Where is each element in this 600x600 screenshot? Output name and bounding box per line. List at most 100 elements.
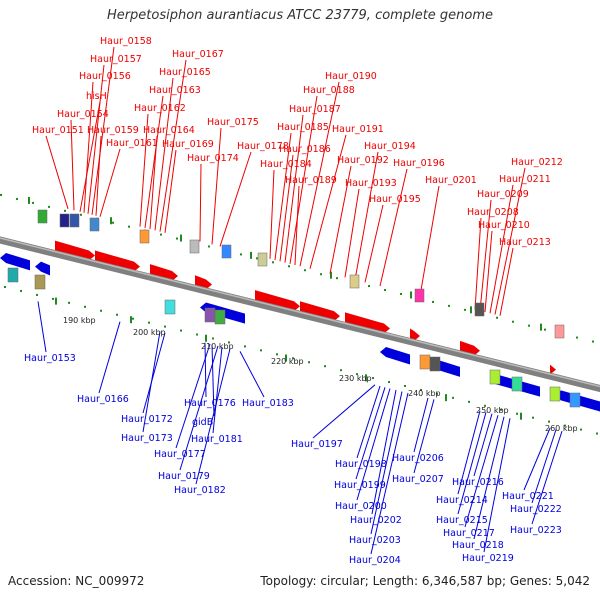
reverse-gene-label[interactable]: Haur_0182 xyxy=(174,485,226,496)
reverse-gene-label[interactable]: Haur_0172 xyxy=(121,414,173,425)
forward-gene-label[interactable]: Haur_0191 xyxy=(332,124,384,135)
tick-dot xyxy=(132,317,134,320)
forward-gene-label[interactable]: Haur_0187 xyxy=(289,104,341,115)
forward-gene-label[interactable]: Haur_0169 xyxy=(162,139,214,150)
forward-gene-label[interactable]: Haur_0210 xyxy=(478,220,530,231)
reverse-gene-label[interactable]: gidB xyxy=(192,417,213,428)
forward-gene-label[interactable]: Haur_0165 xyxy=(159,67,211,78)
forward-gene-label[interactable]: Haur_0213 xyxy=(499,237,551,248)
forward-gene-label[interactable]: Haur_0188 xyxy=(303,85,355,96)
reverse-gene-label[interactable]: Haur_0179 xyxy=(158,471,210,482)
forward-gene-label[interactable]: Haur_0158 xyxy=(100,36,152,47)
reverse-gene-label[interactable]: Haur_0223 xyxy=(510,525,562,536)
forward-gene-label[interactable]: Haur_0201 xyxy=(425,175,477,186)
forward-gene-label[interactable]: Haur_0154 xyxy=(57,109,109,120)
forward-gene-label[interactable]: hisH xyxy=(86,91,107,102)
forward-label-line xyxy=(489,184,514,314)
reverse-gene-label[interactable]: Haur_0222 xyxy=(510,504,562,515)
forward-gene-label[interactable]: Haur_0151 xyxy=(32,125,84,136)
tick-dot xyxy=(400,293,402,295)
reverse-gene-label[interactable]: Haur_0202 xyxy=(350,515,402,526)
reverse-gene-label[interactable]: Haur_0218 xyxy=(452,540,504,551)
forward-gene-label[interactable]: Haur_0189 xyxy=(285,175,337,186)
reverse-gene-label[interactable]: Haur_0173 xyxy=(121,433,173,444)
reverse-label-line xyxy=(464,415,499,528)
tick-dot xyxy=(196,333,198,336)
reverse-gene-label[interactable]: Haur_0176 xyxy=(184,398,236,409)
label-connectors xyxy=(37,46,563,555)
forward-gene-label[interactable]: Haur_0195 xyxy=(369,194,421,205)
reverse-gene-label[interactable]: Haur_0166 xyxy=(77,394,129,405)
forward-gene-label[interactable]: Haur_0174 xyxy=(187,153,239,164)
reverse-gene-label[interactable]: Haur_0199 xyxy=(334,480,386,491)
reverse-gene-label[interactable]: Haur_0198 xyxy=(335,459,387,470)
forward-gene-label[interactable]: Haur_0163 xyxy=(149,85,201,96)
forward-gene-label[interactable]: Haur_0211 xyxy=(499,174,551,185)
reverse-gene-label[interactable]: Haur_0221 xyxy=(502,491,554,502)
forward-gene-label[interactable]: Haur_0159 xyxy=(87,125,139,136)
reverse-gene-label[interactable]: Haur_0206 xyxy=(392,453,444,464)
tick-dot xyxy=(304,269,306,272)
reverse-gene-label[interactable]: Haur_0197 xyxy=(291,439,343,450)
forward-gene-label[interactable]: Haur_0193 xyxy=(345,178,397,189)
forward-label-line xyxy=(364,204,384,283)
reverse-gene-label[interactable]: Haur_0219 xyxy=(462,553,514,564)
forward-gene-label[interactable]: Haur_0178 xyxy=(237,141,289,152)
forward-gene-label[interactable]: Haur_0184 xyxy=(260,159,312,170)
forward-gene-label[interactable]: Haur_0208 xyxy=(467,207,519,218)
forward-gene-label[interactable]: Haur_0196 xyxy=(393,158,445,169)
tick-dot xyxy=(548,420,550,423)
forward-label-line xyxy=(164,149,177,233)
forward-gene-label[interactable]: Haur_0162 xyxy=(134,103,186,114)
reverse-gene-label[interactable]: Haur_0200 xyxy=(335,501,387,512)
forward-gene-label[interactable]: Haur_0156 xyxy=(79,71,131,82)
reverse-gene-label[interactable]: Haur_0216 xyxy=(452,477,504,488)
reverse-gene-label[interactable]: Haur_0177 xyxy=(154,449,206,460)
reverse-label-line xyxy=(457,412,487,515)
forward-gene-label[interactable]: Haur_0212 xyxy=(511,157,563,168)
reverse-gene-label[interactable]: Haur_0217 xyxy=(443,528,495,539)
reverse-gene-label[interactable]: Haur_0215 xyxy=(436,515,488,526)
tick-dot xyxy=(340,369,342,372)
tick-major xyxy=(445,394,447,402)
tick-major xyxy=(410,291,412,299)
reverse-gene-arrow xyxy=(0,253,30,271)
reverse-gene-label[interactable]: Haur_0207 xyxy=(392,474,444,485)
tick-dot xyxy=(36,293,38,296)
forward-gene-label[interactable]: Haur_0185 xyxy=(277,122,329,133)
forward-gene-label[interactable]: Haur_0186 xyxy=(279,144,331,155)
feature-box xyxy=(349,274,360,289)
forward-gene-arrow xyxy=(345,312,390,334)
reverse-gene-label[interactable]: Haur_0204 xyxy=(349,555,401,566)
forward-gene-label[interactable]: Haur_0164 xyxy=(143,125,195,136)
forward-gene-label[interactable]: Haur_0175 xyxy=(207,117,259,128)
kbp-label: 190 kbp xyxy=(63,316,96,325)
forward-label-line xyxy=(159,59,187,232)
tick-dot xyxy=(436,392,438,395)
reverse-gene-label[interactable]: Haur_0181 xyxy=(191,434,243,445)
kbp-label: 240 kbp xyxy=(408,389,441,398)
forward-gene-label[interactable]: Haur_0167 xyxy=(172,49,224,60)
forward-gene-label[interactable]: Haur_0194 xyxy=(364,141,416,152)
forward-gene-label[interactable]: Haur_0157 xyxy=(90,54,142,65)
tick-dot xyxy=(544,328,546,331)
forward-label-line xyxy=(274,132,292,261)
reverse-gene-label[interactable]: Haur_0183 xyxy=(242,398,294,409)
kbp-label: 210 kbp xyxy=(201,342,234,351)
forward-gene-label[interactable]: Haur_0161 xyxy=(106,138,158,149)
reverse-gene-label[interactable]: Haur_0203 xyxy=(349,535,401,546)
forward-gene-label[interactable]: Haur_0190 xyxy=(325,71,377,82)
forward-strand-features xyxy=(37,209,565,375)
reverse-label-line xyxy=(312,384,376,439)
forward-gene-label[interactable]: Haur_0192 xyxy=(337,155,389,166)
tick-dot xyxy=(228,341,230,344)
forward-gene-label[interactable]: Haur_0209 xyxy=(477,189,529,200)
feature-box xyxy=(569,392,581,408)
tick-dot xyxy=(128,225,130,228)
tick-major xyxy=(110,217,112,225)
reverse-gene-label[interactable]: Haur_0214 xyxy=(436,495,488,506)
tick-dot xyxy=(212,337,214,340)
forward-label-line xyxy=(499,247,514,316)
reverse-gene-label[interactable]: Haur_0153 xyxy=(24,353,76,364)
